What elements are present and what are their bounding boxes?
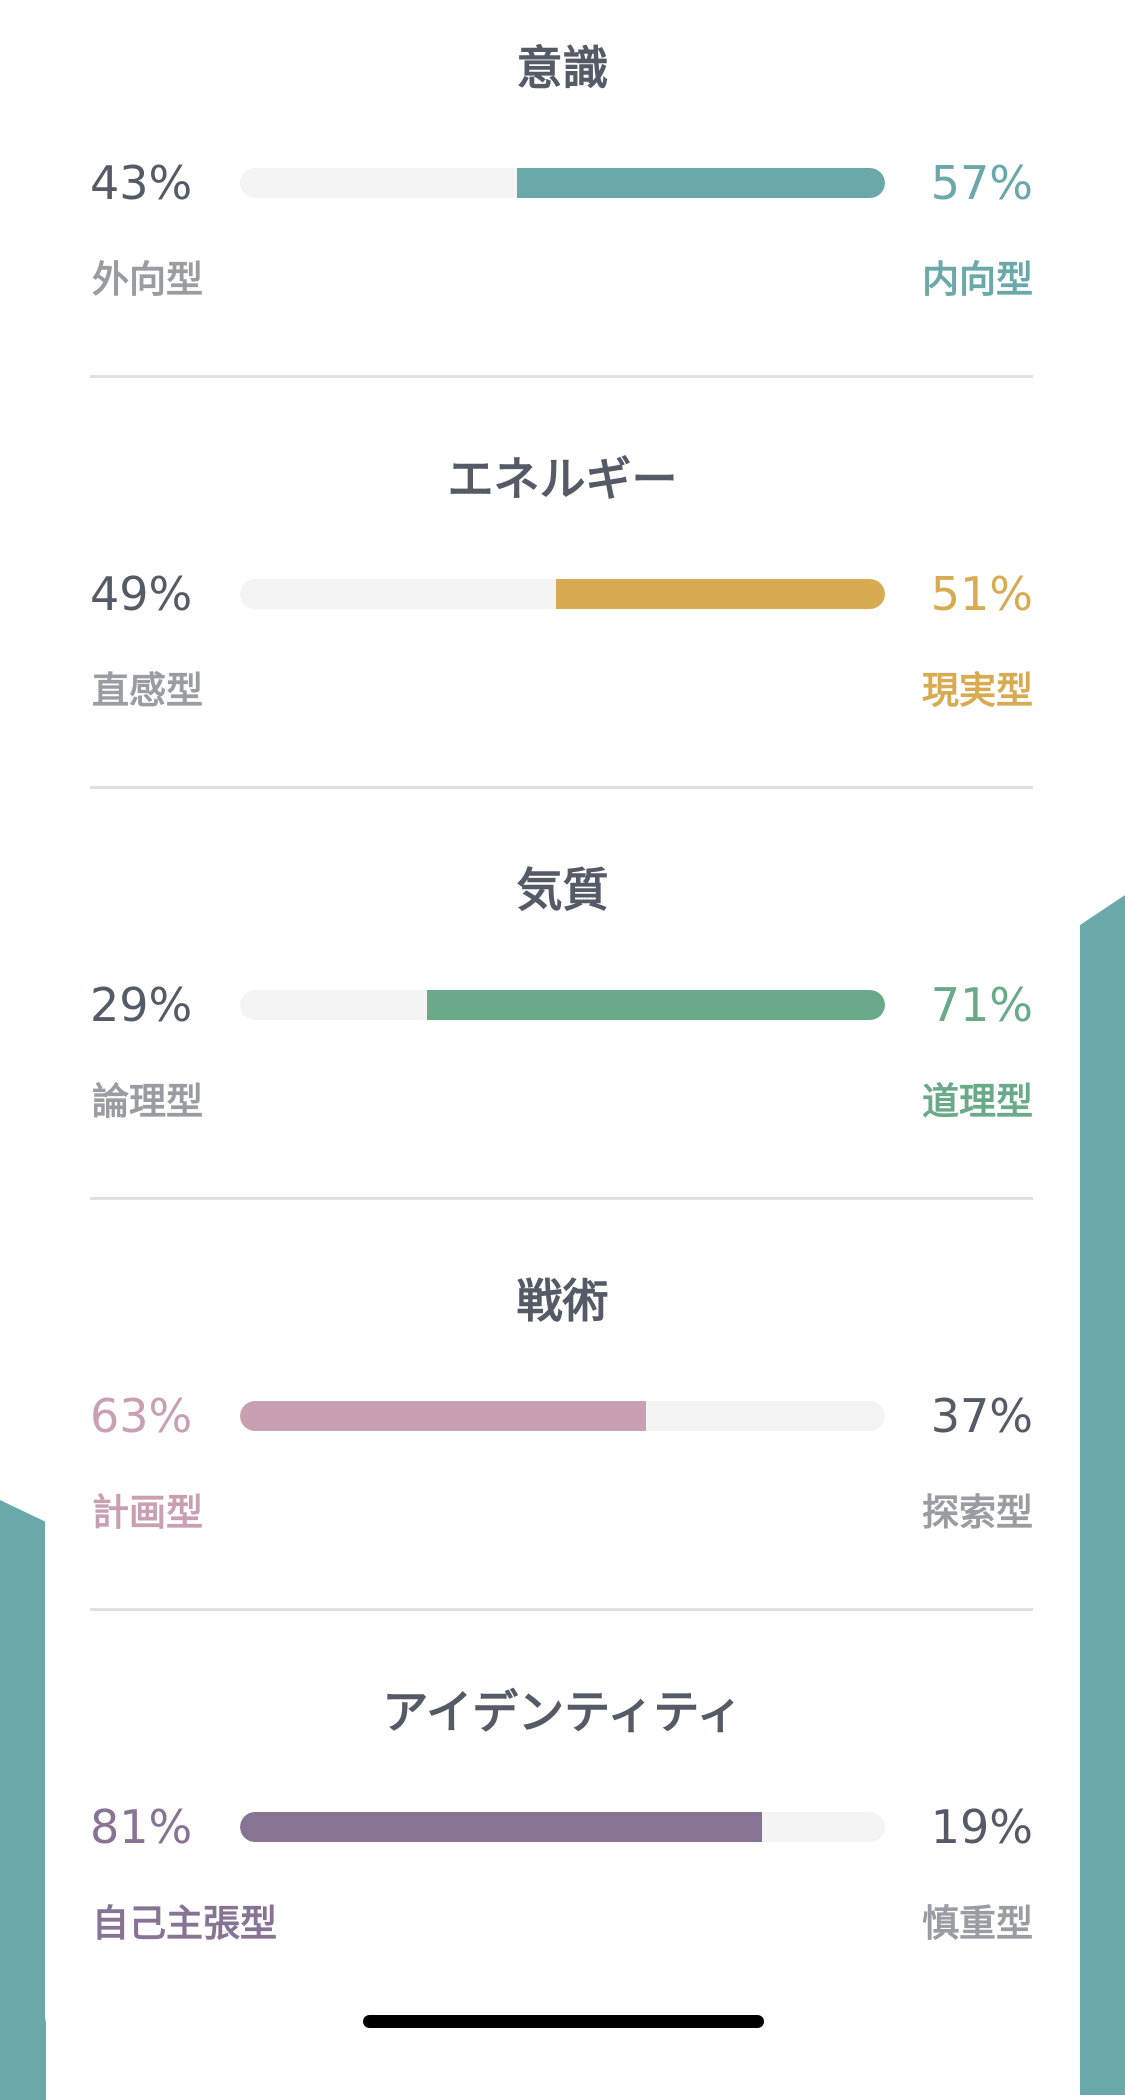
trait-progress-fill: [240, 1401, 647, 1431]
right-percent: 71%: [930, 978, 1033, 1032]
left-percent: 29%: [90, 978, 193, 1032]
divider: [90, 786, 1033, 789]
left-trait-label: 論理型: [92, 1080, 203, 1123]
trait-progress-fill: [556, 579, 885, 609]
right-trait-label: 現実型: [922, 669, 1033, 712]
trait-section: 意識 43% 57% 外向型 内向型: [0, 0, 1125, 411]
left-percent: 81%: [90, 1800, 193, 1854]
trait-title: 気質: [516, 863, 609, 917]
trait-title: アイデンティティ: [382, 1685, 743, 1739]
right-trait-label: 慎重型: [922, 1902, 1033, 1945]
trait-title: 戦術: [516, 1274, 609, 1328]
right-percent: 19%: [930, 1800, 1033, 1854]
trait-progress-fill: [517, 168, 885, 198]
divider: [90, 1197, 1033, 1200]
trait-progress-bar: [240, 168, 885, 198]
left-percent: 63%: [90, 1389, 193, 1443]
trait-progress-fill: [240, 1812, 763, 1842]
right-trait-label: 探索型: [922, 1491, 1033, 1534]
trait-progress-bar: [240, 1812, 885, 1842]
trait-progress-bar: [240, 579, 885, 609]
left-percent: 49%: [90, 567, 193, 621]
background-accent-left: [0, 1500, 46, 2100]
left-trait-label: 計画型: [92, 1491, 203, 1534]
right-trait-label: 道理型: [922, 1080, 1033, 1123]
trait-title: 意識: [516, 41, 609, 95]
left-trait-label: 外向型: [92, 258, 203, 301]
trait-progress-bar: [240, 1401, 885, 1431]
right-trait-label: 内向型: [922, 258, 1033, 301]
divider: [90, 375, 1033, 378]
divider: [90, 1608, 1033, 1611]
trait-section: アイデンティティ 81% 19% 自己主張型 慎重型: [0, 1644, 1125, 2055]
left-trait-label: 直感型: [92, 669, 203, 712]
right-percent: 57%: [930, 156, 1033, 210]
home-indicator[interactable]: [363, 2015, 764, 2028]
results-card: [45, 0, 1080, 2054]
trait-progress-fill: [427, 990, 885, 1020]
right-percent: 51%: [930, 567, 1033, 621]
trait-section: 気質 29% 71% 論理型 道理型: [0, 822, 1125, 1233]
trait-section: エネルギー 49% 51% 直感型 現実型: [0, 411, 1125, 822]
trait-title: エネルギー: [447, 452, 678, 506]
background-accent-right: [1080, 895, 1125, 2095]
left-percent: 43%: [90, 156, 193, 210]
right-percent: 37%: [930, 1389, 1033, 1443]
trait-progress-bar: [240, 990, 885, 1020]
trait-section: 戦術 63% 37% 計画型 探索型: [0, 1233, 1125, 1644]
left-trait-label: 自己主張型: [92, 1902, 277, 1945]
